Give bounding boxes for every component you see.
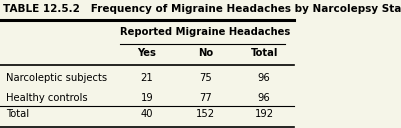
Text: Healthy controls: Healthy controls bbox=[6, 93, 87, 103]
Text: Total: Total bbox=[6, 109, 29, 119]
Text: 96: 96 bbox=[257, 93, 270, 103]
Text: 96: 96 bbox=[257, 73, 270, 83]
Text: 152: 152 bbox=[195, 109, 215, 119]
Text: 192: 192 bbox=[254, 109, 273, 119]
Text: Yes: Yes bbox=[137, 48, 156, 58]
Text: Total: Total bbox=[250, 48, 277, 58]
Text: 40: 40 bbox=[140, 109, 153, 119]
Text: 75: 75 bbox=[198, 73, 211, 83]
Text: TABLE 12.5.2   Frequency of Migraine Headaches by Narcolepsy Status: TABLE 12.5.2 Frequency of Migraine Heada… bbox=[3, 4, 401, 14]
Text: No: No bbox=[197, 48, 213, 58]
Text: 77: 77 bbox=[198, 93, 211, 103]
Text: 19: 19 bbox=[140, 93, 153, 103]
Text: Reported Migraine Headaches: Reported Migraine Headaches bbox=[120, 27, 290, 37]
Text: Narcoleptic subjects: Narcoleptic subjects bbox=[6, 73, 107, 83]
Text: 21: 21 bbox=[140, 73, 153, 83]
